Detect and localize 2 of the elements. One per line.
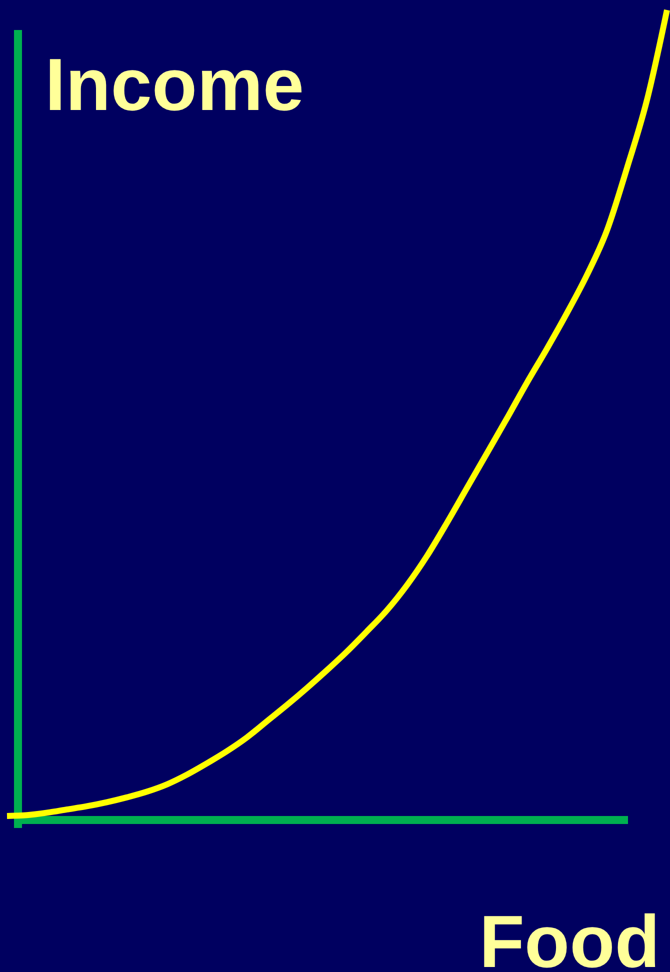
- y-axis-title: Income: [45, 43, 304, 126]
- x-axis-title: Food: [479, 900, 660, 972]
